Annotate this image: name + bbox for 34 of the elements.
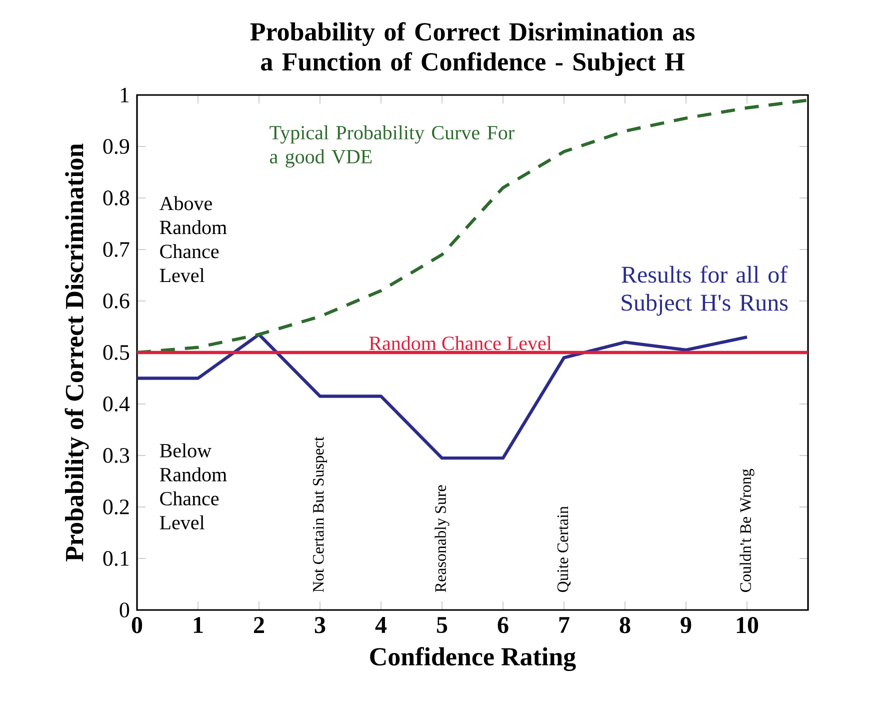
y-tick-label: 0.1 [103, 551, 129, 566]
x-axis-title: Confidence Rating [370, 646, 576, 672]
y-tick-label: 0.5 [103, 345, 130, 360]
x-tick-label: 4 [375, 617, 387, 633]
x-tick-label: 1 [194, 617, 203, 633]
x-tick-label: 7 [559, 617, 570, 633]
chart-title: Probability of Correct Disrimination as a Function of Confidence - Subject H [250, 22, 695, 76]
ref-line-label: Random Chance Level [369, 336, 552, 350]
annotation: Not Certain But Suspect [312, 436, 328, 592]
x-tick-label: 2 [254, 617, 264, 633]
y-tick-label: 0.8 [103, 190, 130, 206]
series-label: Results for all of Subject H's Runs [622, 266, 788, 316]
annotation: Couldn't Be Wrong [740, 468, 754, 592]
x-tick-label: 6 [498, 617, 508, 634]
annotation: Below Random Chance Level [160, 443, 227, 530]
y-tick-label: 0.3 [103, 448, 130, 463]
y-tick-label: 0.4 [103, 396, 130, 412]
y-axis-title: Probability of Correct Discrimination [64, 144, 89, 562]
y-tick-label: 0.9 [103, 139, 130, 154]
annotation: Reasonably Sure [434, 485, 450, 592]
y-tick-label: 0.6 [103, 294, 130, 308]
y-tick-label: 1 [120, 88, 129, 102]
series-label: Typical Probability Curve For a good VDE [270, 125, 514, 168]
y-tick-label: 0.7 [103, 242, 130, 257]
y-tick-label: 0.2 [103, 500, 129, 514]
annotation: Above Random Chance Level [160, 196, 227, 282]
x-tick-label: 9 [680, 617, 692, 634]
y-tick-label: 0 [120, 602, 130, 618]
x-tick-label: 0 [132, 617, 142, 634]
x-tick-label: 3 [314, 617, 326, 634]
x-tick-label: 10 [736, 617, 758, 634]
x-tick-label: 8 [620, 617, 630, 634]
annotation: Quite Certain [557, 506, 571, 592]
x-tick-label: 5 [436, 617, 448, 633]
